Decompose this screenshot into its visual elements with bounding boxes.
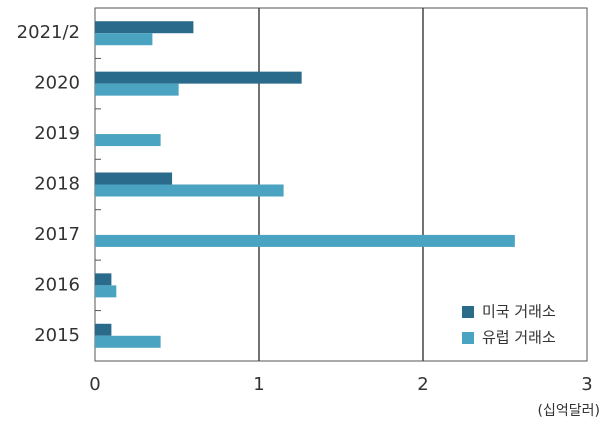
bar (95, 134, 161, 147)
bar (95, 172, 173, 185)
x-tick-label: 3 (581, 374, 592, 395)
y-tick-label: 2021/2 (17, 22, 80, 43)
legend-swatch (462, 332, 474, 344)
x-axis-label: (십억달러) (538, 403, 600, 419)
y-tick-label: 2017 (34, 224, 80, 245)
bar (95, 83, 179, 96)
bar (95, 273, 112, 286)
bar (95, 323, 112, 336)
y-tick-label: 2016 (34, 274, 80, 295)
x-tick-label: 1 (253, 374, 264, 395)
y-tick-label: 2015 (34, 325, 80, 346)
bar (95, 71, 302, 84)
bar (95, 285, 117, 298)
bar (95, 21, 194, 34)
x-tick-label: 0 (89, 374, 100, 395)
bar (95, 184, 284, 197)
bar (95, 33, 153, 46)
legend-label: 유럽 거래소 (482, 329, 556, 347)
y-tick-label: 2019 (34, 123, 80, 144)
bar (95, 234, 515, 247)
bar (95, 335, 161, 348)
legend-swatch (462, 306, 474, 318)
y-tick-label: 2020 (34, 73, 80, 94)
x-tick-label: 2 (417, 374, 428, 395)
legend-label: 미국 거래소 (482, 303, 556, 321)
y-tick-label: 2018 (34, 174, 80, 195)
